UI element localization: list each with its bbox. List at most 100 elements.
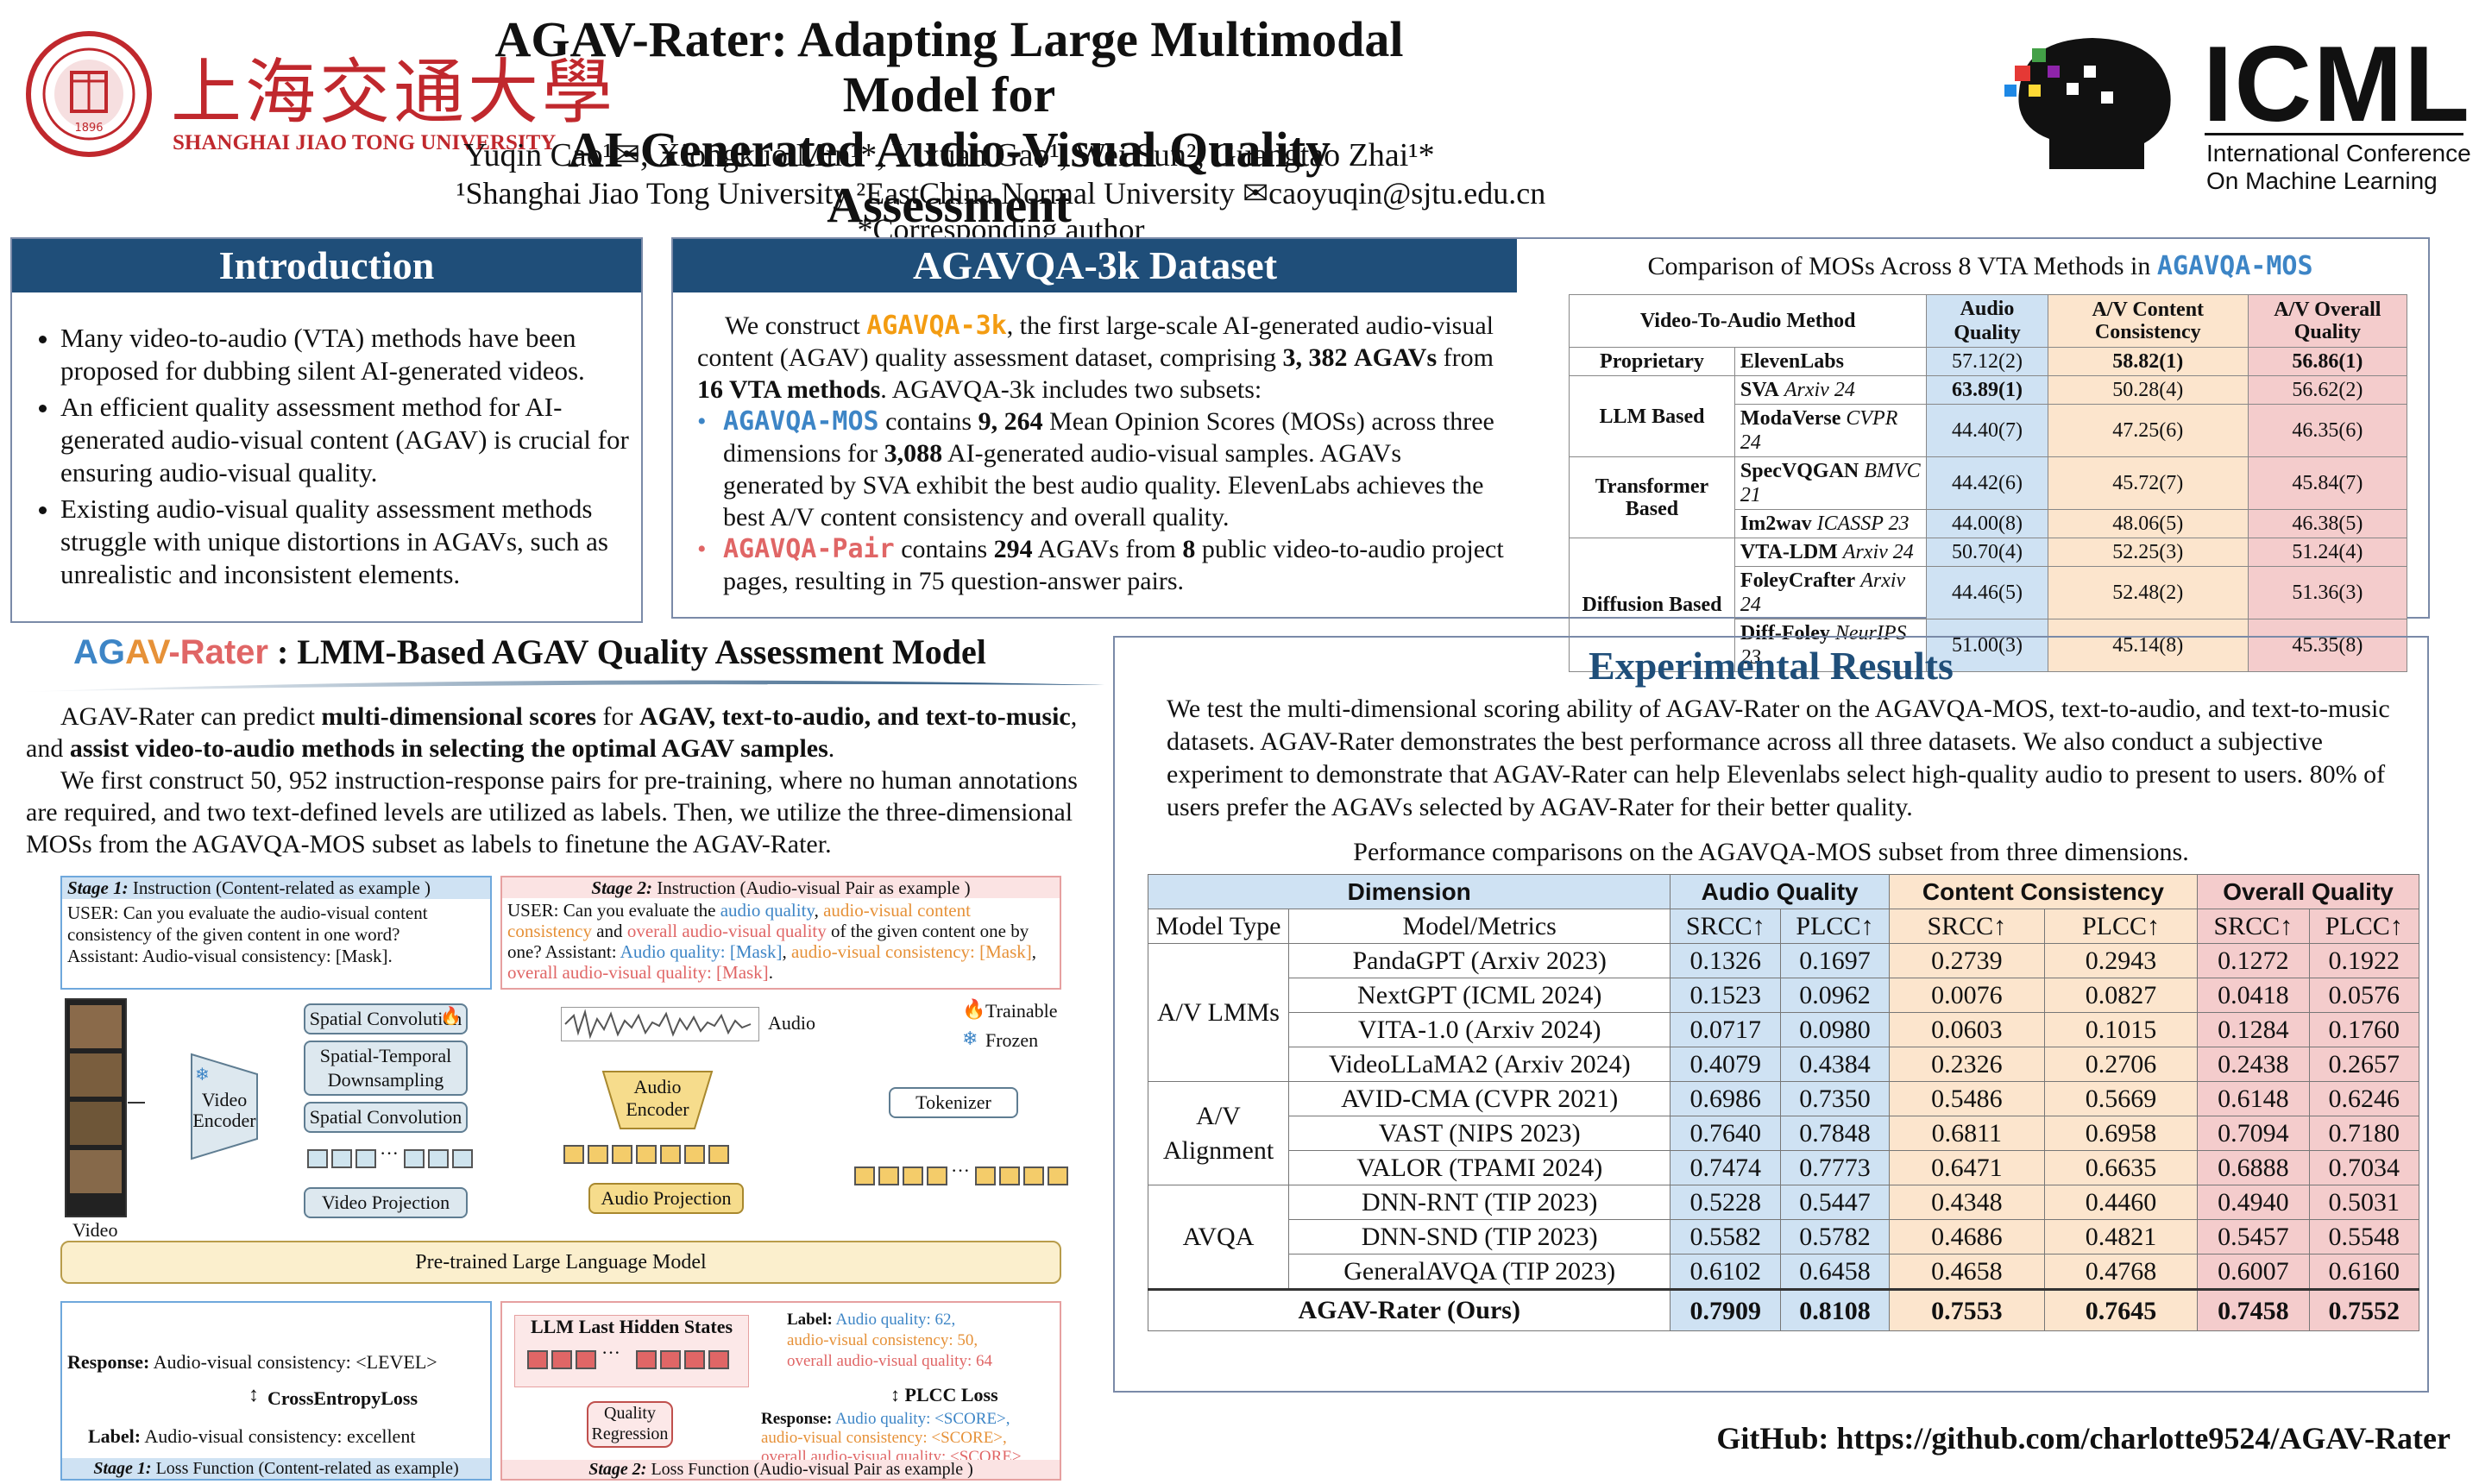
model-cell: VALOR (TPAMI 2024) [1287, 1150, 1671, 1185]
comparison-header-row: Video-To-Audio Method Audio Quality A/V Co… [1568, 294, 2408, 348]
comparison-caption-name: AGAVQA-MOS [2156, 251, 2313, 281]
metric-cell: 0.1922 [2308, 943, 2420, 978]
group-cell: Proprietary [1569, 347, 1735, 376]
method-name: VTA-LDM [1740, 541, 1838, 563]
stage2-title: Stage 2: Instruction (Audio-visual Pair … [502, 877, 1060, 898]
token [551, 1350, 572, 1369]
model-p1: AGAV-Rater can predict multi-dimensional… [26, 701, 1104, 764]
model-p1-a: AGAV-Rater can predict [60, 702, 322, 731]
results-row: DNN-SND (TIP 2023) 0.5582 0.5782 0.4686 0.48… [1148, 1219, 2420, 1254]
plcc-header: PLCC↑ [2308, 909, 2420, 944]
cmp-header: A/V Content Consistency [2047, 294, 2249, 348]
srcc-header: SRCC↑ [2197, 909, 2310, 944]
results-row: VideoLLaMA2 (Arxiv 2024) 0.4079 0.4384 0.23… [1148, 1047, 2420, 1082]
icml-logo: ICML International Conference On Machine… [1998, 25, 2479, 194]
metric-cell: 0.0418 [2197, 978, 2310, 1013]
metric-cell: 0.7640 [1670, 1116, 1782, 1151]
metrics-header: Model/Metrics [1287, 909, 1671, 944]
method-venue: NeurIPS 23 [1740, 622, 1907, 669]
intro-bullet: Many video-to-audio (VTA) methods have b… [60, 322, 656, 387]
metric-cell: 0.5447 [1780, 1185, 1890, 1220]
icml-wordmark: ICML [2203, 25, 2472, 144]
stage2-body: USER: Can you evaluate the audio quality… [502, 898, 1060, 984]
metric-cell: 0.2657 [2308, 1047, 2420, 1082]
metric-cell: 0.0980 [1780, 1012, 1890, 1047]
audio-encoder: Audio Encoder [626, 1076, 689, 1120]
metric-cell: 0.4460 [2043, 1185, 2199, 1220]
results-row: VAST (NIPS 2023) 0.7640 0.7848 0.6811 0.6958… [1148, 1116, 2420, 1151]
results-row: A/V LMMs PandaGPT (Arxiv 2023) 0.1326 0.169… [1148, 943, 2420, 1082]
stage1-instruction: Stage 1: Instruction (Content-related as… [60, 876, 492, 990]
method-venue: CVPR 24 [1740, 407, 1898, 454]
ours-metric-cell: 0.7552 [2308, 1289, 2420, 1331]
svg-text:1896: 1896 [74, 122, 103, 135]
metric-cell: 0.6471 [1888, 1150, 2045, 1185]
ours-metric-cell: 0.7909 [1670, 1289, 1782, 1331]
stage1-title-b: Instruction (Content-related as example … [128, 877, 431, 898]
stage2-loss-title-b: Loss Function (Audio-visual Pair as exam… [646, 1460, 973, 1479]
metric-cell: 0.1523 [1670, 978, 1782, 1013]
model-heading-rater: -Rater [168, 633, 268, 671]
model-cell: DNN-RNT (TIP 2023) [1287, 1185, 1671, 1220]
model-p1-f: assist video-to-audio methods in selecti… [69, 734, 828, 763]
model-p1-c: for [596, 702, 640, 731]
metric-cell: 0.6246 [2308, 1081, 2420, 1116]
stage2-label-aq: Audio quality: 62, [835, 1311, 956, 1329]
frozen-legend-icon: ❄ [962, 1028, 978, 1049]
srcc-header: SRCC↑ [1670, 909, 1782, 944]
video-encoder-shape [191, 1053, 258, 1160]
stage2-cc2: audio-visual consistency: [Mask] [790, 941, 1032, 962]
results-row: NextGPT (ICML 2024) 0.1523 0.0962 0.0076 0.0… [1148, 978, 2420, 1013]
video-frame-3 [70, 1102, 122, 1145]
stage2-title-b: Instruction (Audio-visual Pair as exampl… [652, 877, 971, 898]
llm-hidden-states: LLM Last Hidden States [530, 1316, 733, 1337]
cross-entropy-loss: CrossEntropyLoss [267, 1387, 418, 1409]
token [563, 1145, 584, 1164]
sjtu-logo: 1896 上海交通大學 SHANGHAI JIAO TONG UNIVERSIT… [24, 29, 613, 159]
stage1-assistant: Assistant: Audio-visual consistency: [Ma… [67, 946, 393, 966]
pair-text-c: public video-to-audio project pages, res… [723, 535, 1504, 595]
model-p1-g: . [827, 734, 835, 763]
cmp-header: A/V Overall Quality [2247, 294, 2408, 348]
metric-cell: 0.4348 [1888, 1185, 2045, 1220]
stage1-loss-title: Stage 1: Loss Function (Content-related … [62, 1458, 490, 1479]
ours-cell: AGAV-Rater (Ours) [1147, 1289, 1671, 1331]
audio-projection: Audio Projection [588, 1183, 744, 1214]
srcc-header: SRCC↑ [1888, 909, 2045, 944]
sjtu-seal-icon: 1896 [26, 31, 152, 157]
type-header: Model Type [1148, 909, 1289, 944]
model-heading-rest: : LMM-Based AGAV Quality Assessment Mode… [267, 632, 986, 671]
results-subheader-row: Model Type Model/Metrics SRCC↑ PLCC↑ SRC… [1148, 909, 2420, 944]
metric-cell: 0.6007 [2197, 1254, 2310, 1290]
bullet-dot-icon: • [697, 407, 707, 436]
oq-cell: 51.24(4) [2247, 538, 2408, 567]
stage2-label-cc: audio-visual consistency: 50, [787, 1331, 978, 1349]
stage2-label: Label: Audio quality: 62, audio-visual c… [787, 1310, 992, 1372]
stage2-sep: , [1031, 941, 1037, 962]
metric-cell: 0.5457 [2197, 1219, 2310, 1254]
comparison-row: Diff-Foley NeurIPS 23 51.00(3) 45.14(8) 45.… [1570, 619, 2408, 672]
stage2-label-a: Label: [787, 1311, 833, 1329]
method-name: FoleyCrafter [1740, 569, 1856, 592]
metric-cell: 0.4768 [2043, 1254, 2199, 1290]
metric-cell: 0.6160 [2308, 1254, 2420, 1290]
github-link[interactable]: GitHub: https://github.com/charlotte9524… [1716, 1421, 2451, 1456]
comparison-row: Proprietary ElevenLabs 57.12(2) 58.82(1) 56… [1569, 347, 2408, 376]
model-cell: VideoLLaMA2 (Arxiv 2024) [1287, 1047, 1671, 1082]
mos-text-c: AI-generated audio-visual samples. AGAVs… [723, 439, 1484, 531]
metric-cell: 0.7350 [1780, 1081, 1890, 1116]
aq-cell: 44.46(5) [1926, 566, 2048, 619]
spatial-conv-2: Spatial Convolution [304, 1102, 468, 1133]
aq-header: Audio Quality [1670, 874, 1890, 909]
method-name: ElevenLabs [1740, 350, 1844, 373]
bullet-dot-icon: • [697, 535, 707, 563]
stage2-u1: USER: Can you evaluate the [507, 900, 720, 921]
token [660, 1145, 681, 1164]
model-p1-e: , and [26, 702, 1078, 763]
cc-cell: 45.14(8) [2047, 619, 2249, 672]
metric-cell: 0.2706 [2043, 1047, 2199, 1082]
video-encoder: Video Encoder [192, 1089, 256, 1131]
stage2-loss: LLM Last Hidden States ··· Label: Audio … [500, 1301, 1061, 1481]
token [684, 1145, 705, 1164]
aq-cell: 63.89(1) [1926, 375, 2048, 405]
